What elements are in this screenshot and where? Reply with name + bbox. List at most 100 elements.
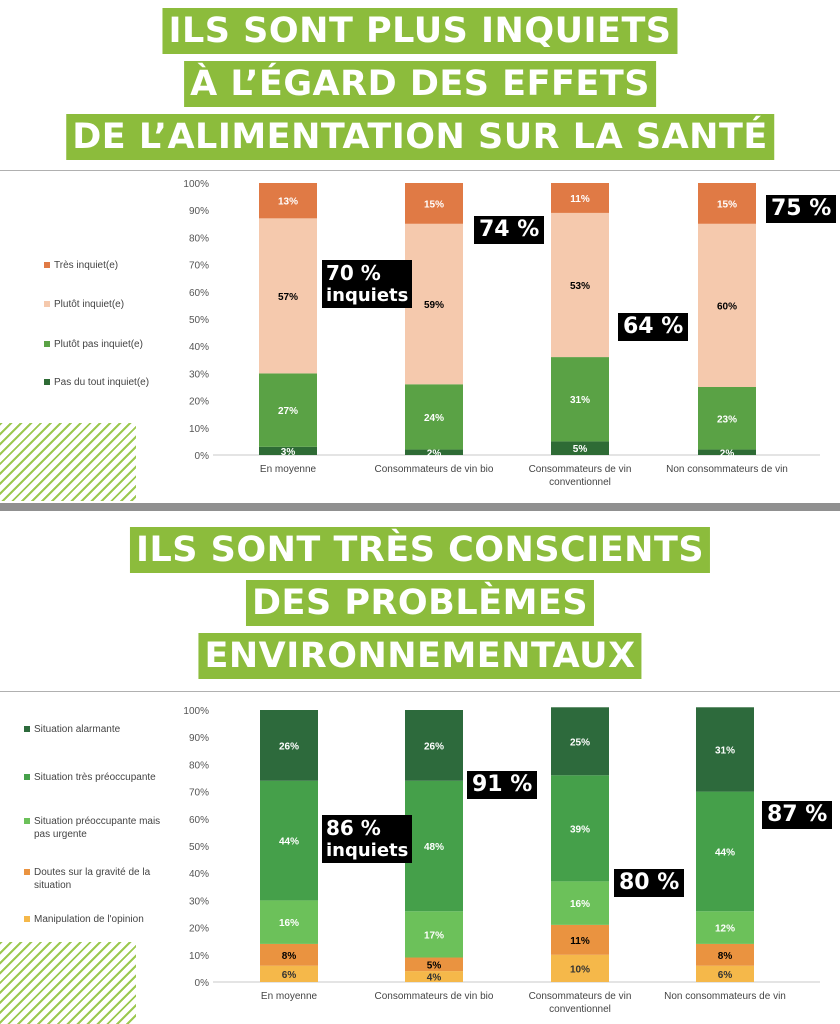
legend-label: Pas du tout inquiet(e) [54,377,149,388]
legend-label: Doutes sur la gravité de la situation [34,867,151,891]
y-tick-label: 60% [189,288,209,299]
data-label: 60% [717,301,737,312]
category-label-line: Non consommateurs de vin [664,991,786,1002]
bar-segment [696,791,754,912]
legend-label-line: pas urgente [34,829,87,840]
data-label: 39% [570,824,590,835]
bar-segment [405,384,463,450]
callout-value: 74 % [479,217,540,242]
legend-swatch [24,726,30,732]
legend-label-line: Situation préoccupante mais [34,816,160,827]
data-label: 57% [278,292,298,303]
bar-segment [551,924,609,955]
bar-segment [698,449,756,455]
legend-swatch [44,341,50,347]
callout-value: 64 % [623,314,684,339]
y-tick-label: 60% [189,815,209,826]
y-tick-label: 20% [189,924,209,935]
data-label: 31% [715,745,735,756]
legend-swatch [24,869,30,875]
data-label: 11% [570,936,590,947]
bar-segment [696,965,754,982]
data-label: 23% [717,414,737,425]
y-tick-label: 100% [183,179,209,190]
chart1-panel: 0% 10% 20% 30% 40% 50% 60% 70% 80% 90% 100% 3% 27% 57… [0,171,840,501]
legend-label: Situation très préoccupante [34,772,156,783]
category-label: Consommateurs de vin bio [375,991,494,1002]
bar-segment [405,780,463,912]
data-label: 17% [424,930,444,941]
y-tick-label: 0% [195,978,210,989]
data-label: 59% [424,300,444,311]
data-label: 26% [424,741,444,752]
legend-label-line: Situation très préoccupante [34,772,156,783]
chart1-callout-conv: 64 % [618,313,689,341]
category-label-line: Consommateurs de vin [529,991,632,1002]
data-label: 31% [570,395,590,406]
bar-segment [405,710,463,781]
category-label-line: conventionnel [549,1004,611,1015]
category-label: Non consommateurs de vin [664,991,786,1002]
section-divider [0,503,840,511]
chart2-panel: 0% 10% 20% 30% 40% 50% 60% 70% 80% 90% 100% 6% 8% 16%… [0,692,840,1024]
data-label: 8% [282,951,297,962]
legend-label: Situation alarmante [34,724,121,735]
bar-segment [405,449,463,455]
category-label-line: En moyenne [260,464,317,475]
bar-segment [698,387,756,450]
legend-label: Plutôt pas inquiet(e) [54,339,143,350]
section2-title-line: DES PROBLÈMES [245,580,595,626]
bar-segment [260,780,318,901]
y-tick-label: 20% [189,397,209,408]
data-label: 15% [717,199,737,210]
legend-label-line: Doutes sur la gravité de la [34,867,151,878]
callout-value: 70 % [326,261,381,285]
legend-label-line: Plutôt inquiet(e) [54,299,124,310]
category-label-line: Non consommateurs de vin [666,464,788,475]
y-tick-label: 0% [195,451,210,462]
callout-value: 91 % [472,772,533,797]
legend-label: Situation préoccupante mais pas urgente [34,816,160,840]
category-label-line: Consommateurs de vin bio [375,991,494,1002]
legend-swatch [44,379,50,385]
legend-swatch [44,301,50,307]
data-label: 15% [424,199,444,210]
category-label-line: conventionnel [549,477,611,488]
data-label: 44% [715,847,735,858]
data-label: 8% [718,951,733,962]
data-label: 10% [570,964,590,975]
decorative-hatch [0,423,136,501]
callout-value: 86 % [326,816,381,840]
data-label: 4% [427,973,442,984]
chart1: 0% 10% 20% 30% 40% 50% 60% 70% 80% 90% 100% 3% 27% 57… [44,179,820,488]
y-tick-label: 40% [189,342,209,353]
data-label: 48% [424,842,444,853]
y-tick-label: 50% [189,842,209,853]
bar-segment [698,183,756,224]
data-label: 26% [279,741,299,752]
bar-segment [551,212,609,358]
legend-label-line: Manipulation de l'opinion [34,914,144,925]
category-label-line: Consommateurs de vin bio [375,464,494,475]
chart2-callout-non: 87 % [762,801,833,829]
section2-separator [0,691,840,692]
data-label: 2% [427,448,442,459]
legend-label: Manipulation de l'opinion [34,914,144,925]
chart2-callout-bio: 91 % [467,771,538,799]
data-label: 12% [715,924,735,935]
bar-segment [405,957,463,972]
bar-segment [405,183,463,224]
data-label: 44% [279,837,299,848]
chart2: 0% 10% 20% 30% 40% 50% 60% 70% 80% 90% 100% 6% 8% 16%… [24,706,820,1015]
section1-title: ILS SONT PLUS INQUIETS À L’ÉGARD DES EFF… [0,0,840,170]
section2-title-line: ENVIRONNEMENTAUX [198,633,642,679]
chart1-callout-bio: 74 % [474,216,545,244]
bar-segment [551,954,609,982]
y-tick-label: 80% [189,233,209,244]
data-label: 3% [281,447,296,458]
legend-label-line: situation [34,880,71,891]
data-label: 11% [570,194,590,205]
section1-title-line: ILS SONT PLUS INQUIETS [162,8,678,54]
data-label: 5% [427,960,442,971]
legend-label-line: Plutôt pas inquiet(e) [54,339,143,350]
